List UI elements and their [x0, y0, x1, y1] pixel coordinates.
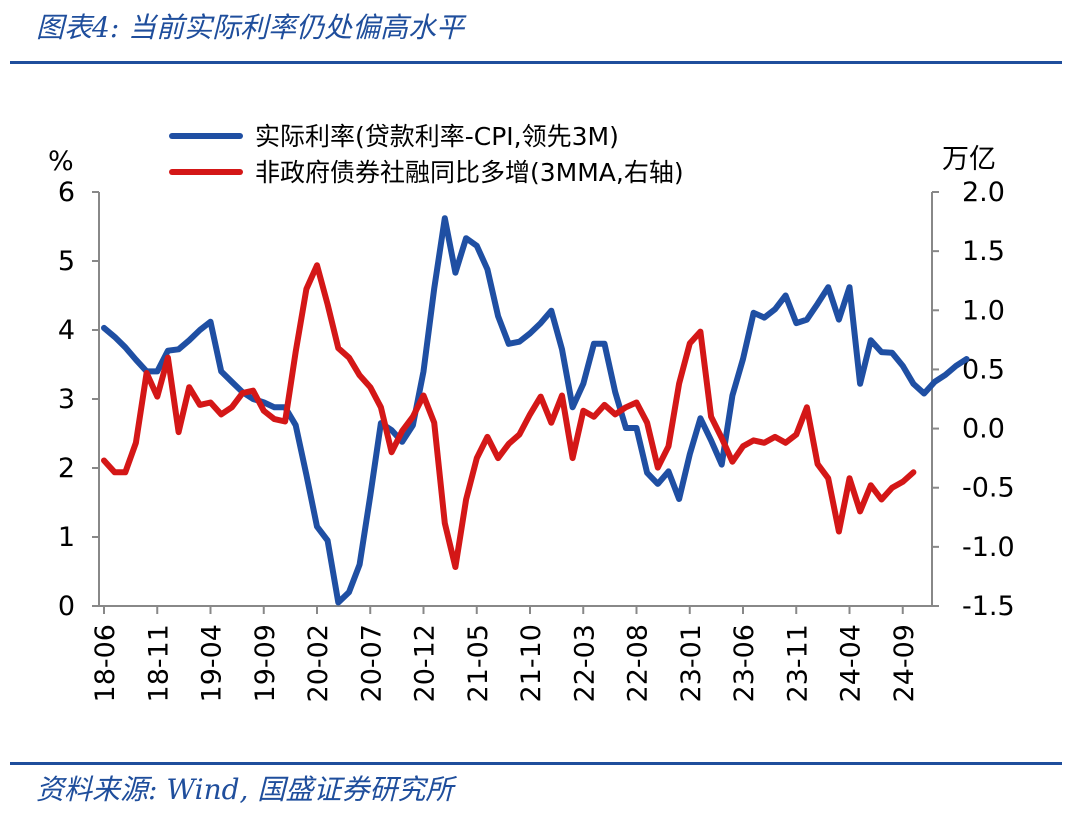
x-tick-label: 19-09 [250, 624, 281, 702]
right-tick-label: 0.0 [962, 414, 1005, 445]
left-tick-label: 5 [58, 246, 75, 277]
x-tick-label: 22-08 [623, 624, 654, 702]
right-tick-label: 2.0 [962, 177, 1005, 208]
legend-label-1: 实际利率(贷款利率-CPI,领先3M) [255, 122, 619, 151]
chart-series [101, 215, 970, 606]
bottom-divider [10, 762, 1062, 765]
left-tick-label: 0 [58, 591, 75, 622]
chart-legend: 实际利率(贷款利率-CPI,领先3M) 非政府债券社融同比多增(3MMA,右轴) [169, 122, 684, 187]
right-tick-label: -1.0 [962, 532, 1015, 563]
x-tick-label: 21-10 [516, 624, 547, 702]
left-tick-label: 3 [58, 384, 75, 415]
x-tick-label: 23-01 [676, 624, 707, 702]
x-tick-label: 23-06 [729, 624, 760, 702]
x-tick-label: 24-04 [836, 624, 867, 702]
x-tick-label: 18-06 [90, 624, 121, 702]
x-tick-label: 20-07 [356, 624, 387, 702]
source-note: 资料来源: Wind, 国盛证券研究所 [36, 773, 454, 806]
figure-title: 图表4: 当前实际利率仍处偏高水平 [36, 11, 465, 44]
x-tick-label: 18-11 [143, 624, 174, 702]
right-axis-unit: 万亿 [942, 144, 996, 175]
right-tick-label: -0.5 [962, 473, 1015, 504]
left-tick-label: 2 [58, 453, 75, 484]
x-tick-label: 24-09 [889, 624, 920, 702]
right-tick-label: -1.5 [962, 591, 1015, 622]
series-line-1 [101, 215, 970, 606]
right-tick-label: 1.0 [962, 295, 1005, 326]
series-line-2 [101, 262, 917, 570]
left-tick-label: 6 [58, 177, 75, 208]
left-axis-unit: % [48, 146, 74, 177]
x-tick-label: 23-11 [782, 624, 813, 702]
x-tick-label: 20-12 [410, 624, 441, 702]
x-tick-label: 22-03 [569, 624, 600, 702]
right-tick-label: 1.5 [962, 236, 1005, 267]
x-tick-label: 20-02 [303, 624, 334, 702]
legend-label-2: 非政府债券社融同比多增(3MMA,右轴) [255, 158, 684, 187]
x-tick-label: 21-05 [463, 624, 494, 702]
left-tick-label: 1 [58, 522, 75, 553]
top-divider [10, 61, 1062, 64]
x-tick-label: 19-04 [197, 624, 228, 702]
left-tick-label: 4 [58, 315, 75, 346]
